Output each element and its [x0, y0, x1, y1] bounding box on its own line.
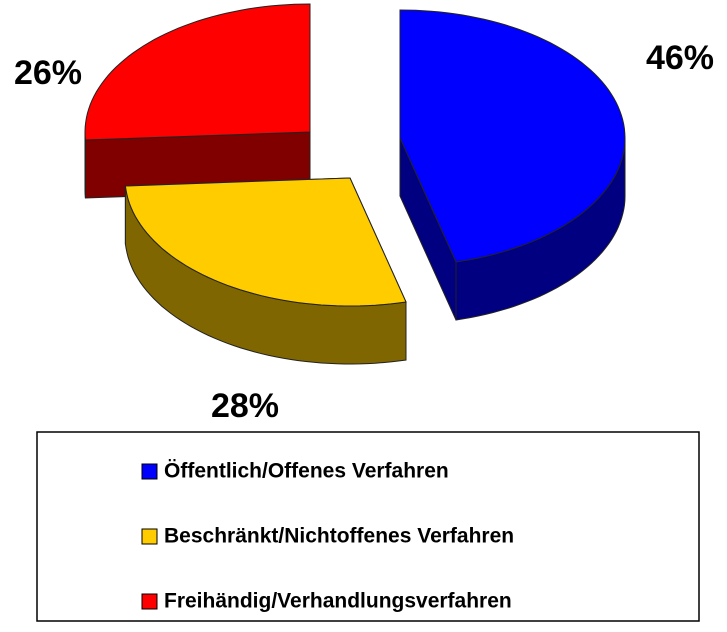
slice [124, 177, 407, 307]
legend-swatch [141, 463, 158, 480]
data-label: 46% [646, 39, 714, 77]
legend-label: Beschränkt/Nichtoffenes Verfahren [164, 525, 514, 548]
data-label: 28% [211, 387, 279, 425]
legend-label: Öffentlich/Offenes Verfahren [164, 460, 449, 483]
legend-swatch [141, 528, 158, 545]
slice [84, 3, 311, 141]
legend-label: Freihändig/Verhandlungsverfahren [164, 590, 512, 613]
legend-swatch [141, 593, 158, 610]
data-label: 26% [14, 54, 82, 92]
slice [399, 9, 626, 263]
